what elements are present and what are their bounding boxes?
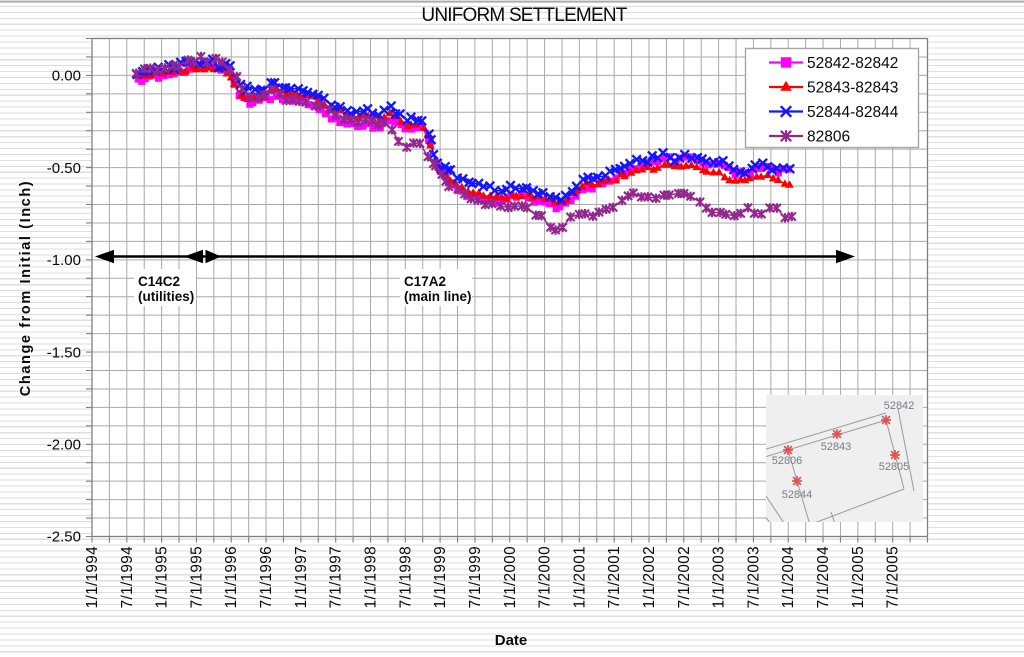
svg-text:1/1/1999: 1/1/1999 — [432, 546, 449, 608]
svg-text:52844: 52844 — [782, 489, 813, 501]
svg-text:7/1/1998: 7/1/1998 — [397, 546, 414, 608]
svg-text:52806: 52806 — [772, 455, 803, 467]
svg-text:1/1/2001: 1/1/2001 — [571, 546, 588, 608]
svg-text:7/1/2003: 7/1/2003 — [745, 546, 762, 608]
svg-text:UNIFORM SETTLEMENT: UNIFORM SETTLEMENT — [421, 5, 627, 26]
svg-text:7/1/2005: 7/1/2005 — [885, 546, 902, 608]
svg-text:C14C2: C14C2 — [138, 274, 180, 289]
svg-text:1/1/1998: 1/1/1998 — [363, 546, 380, 608]
svg-text:C17A2: C17A2 — [404, 274, 446, 289]
svg-text:-2.50: -2.50 — [47, 529, 81, 546]
svg-text:52842-82842: 52842-82842 — [807, 55, 898, 72]
svg-text:7/1/1999: 7/1/1999 — [467, 546, 484, 608]
svg-text:7/1/2000: 7/1/2000 — [537, 546, 554, 608]
svg-text:1/1/1996: 1/1/1996 — [223, 546, 240, 608]
svg-text:52843: 52843 — [821, 441, 852, 453]
svg-text:1/1/1997: 1/1/1997 — [293, 546, 310, 608]
svg-text:7/1/2004: 7/1/2004 — [815, 546, 832, 608]
svg-text:7/1/1997: 7/1/1997 — [328, 546, 345, 608]
svg-text:7/1/1994: 7/1/1994 — [119, 546, 136, 608]
svg-text:-1.00: -1.00 — [47, 252, 81, 269]
svg-text:0.00: 0.00 — [52, 68, 81, 85]
svg-text:-0.50: -0.50 — [47, 160, 81, 177]
svg-text:(main line): (main line) — [404, 289, 472, 304]
svg-text:1/1/2000: 1/1/2000 — [502, 546, 519, 608]
svg-text:52842: 52842 — [884, 400, 915, 412]
svg-text:7/1/1996: 7/1/1996 — [258, 546, 275, 608]
svg-text:7/1/1995: 7/1/1995 — [188, 546, 205, 608]
svg-text:82806: 82806 — [807, 129, 850, 146]
svg-text:(utilities): (utilities) — [138, 289, 194, 304]
svg-text:52844-82844: 52844-82844 — [807, 104, 899, 121]
svg-text:7/1/2001: 7/1/2001 — [606, 546, 623, 608]
svg-text:1/1/1995: 1/1/1995 — [154, 546, 171, 608]
svg-text:-1.50: -1.50 — [47, 344, 81, 361]
svg-text:Change from Initial (Inch): Change from Initial (Inch) — [18, 180, 34, 396]
svg-text:7/1/2002: 7/1/2002 — [676, 546, 693, 608]
svg-text:-2.00: -2.00 — [47, 437, 81, 454]
svg-text:1/1/2002: 1/1/2002 — [641, 546, 658, 608]
svg-text:1/1/2005: 1/1/2005 — [850, 546, 867, 608]
svg-text:1/1/1994: 1/1/1994 — [84, 546, 101, 608]
svg-text:1/1/2003: 1/1/2003 — [711, 546, 728, 608]
svg-text:1/1/2004: 1/1/2004 — [780, 546, 797, 608]
svg-text:52843-82843: 52843-82843 — [807, 80, 898, 97]
svg-text:Date: Date — [495, 632, 528, 649]
svg-text:52805: 52805 — [879, 461, 910, 473]
